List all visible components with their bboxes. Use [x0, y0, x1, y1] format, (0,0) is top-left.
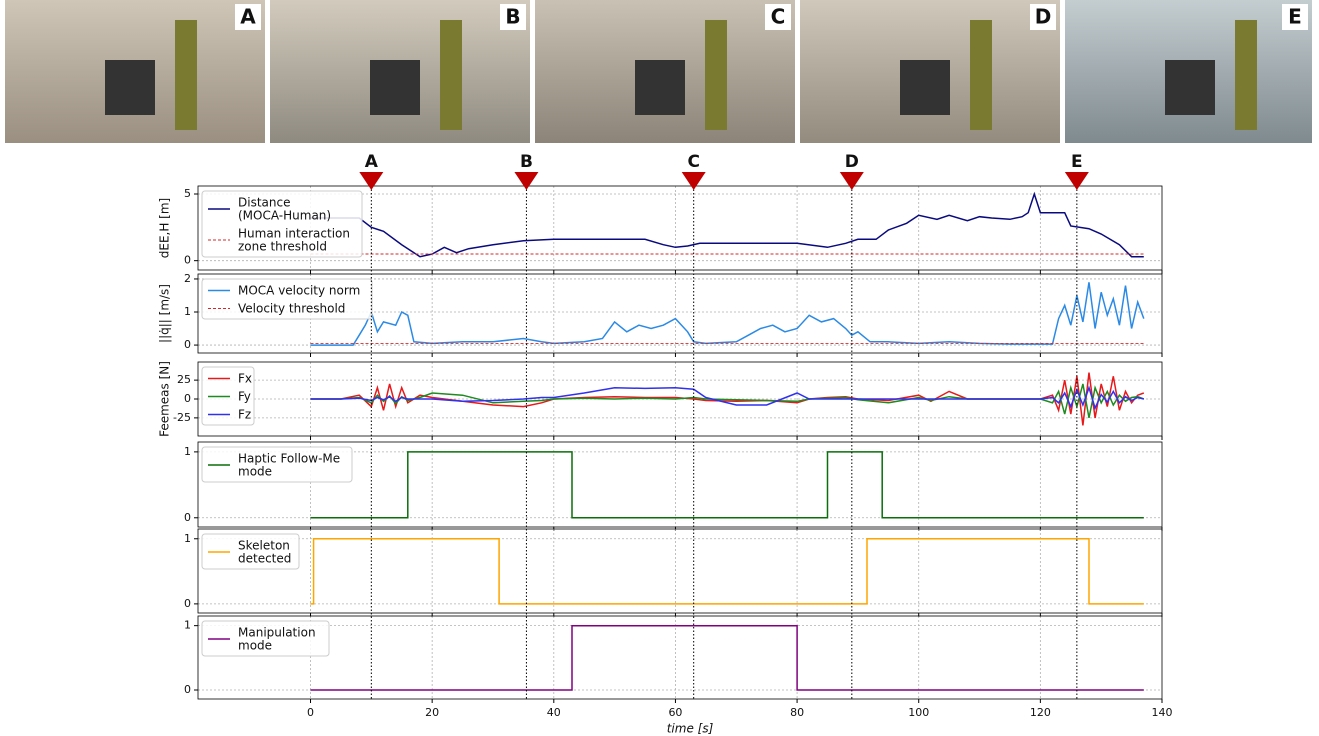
plot-frame — [197, 615, 1163, 700]
photo-label: B — [505, 5, 520, 29]
y-axis-label: Feemeas [N] — [158, 361, 172, 437]
event-label: C — [687, 152, 699, 172]
person — [440, 20, 462, 130]
plot-frame — [197, 273, 1163, 354]
robot — [900, 60, 950, 115]
legend-label: Fz — [238, 407, 251, 421]
label-box — [235, 4, 261, 30]
photo: B — [270, 0, 530, 143]
legend-label: Skeleton detected — [238, 538, 294, 565]
y-tick-label: 0 — [184, 683, 191, 696]
y-axis-label: dEE,H [m] — [158, 198, 172, 259]
photo-label: C — [771, 5, 786, 29]
legend-label: Fx — [238, 371, 252, 385]
y-tick-label: 1 — [184, 532, 191, 545]
y-tick-label: 1 — [184, 445, 191, 458]
data-line — [310, 624, 1144, 691]
legend-label: Fy — [238, 389, 251, 403]
x-axis-label: time [s] — [667, 722, 714, 736]
photo: E — [1065, 0, 1312, 143]
y-tick-label: 1 — [184, 619, 191, 632]
plot-frame — [197, 528, 1163, 614]
photo-label: E — [1288, 5, 1302, 29]
y-tick-label: 25 — [177, 373, 191, 386]
robot — [635, 60, 685, 115]
y-tick-label: 2 — [184, 272, 191, 285]
y-tick-label: 0 — [184, 254, 191, 267]
event-marker — [839, 172, 864, 190]
legend-box — [201, 533, 300, 570]
event-label: B — [520, 152, 533, 172]
photo-label: A — [240, 5, 256, 29]
x-tick-label: 0 — [307, 706, 314, 719]
y-tick-label: 5 — [184, 187, 191, 200]
label-box — [1030, 4, 1056, 30]
y-tick-label: -25 — [173, 411, 191, 424]
label-box — [1282, 4, 1308, 30]
photo: D — [800, 0, 1060, 143]
x-tick-label: 20 — [425, 706, 439, 719]
y-axis-label: ||q̇|| [m/s] — [158, 284, 172, 343]
label-box — [765, 4, 791, 30]
photo: C — [535, 0, 795, 143]
data-line — [310, 538, 1144, 605]
legend-label: Human interaction zone threshold — [238, 226, 354, 253]
plot-frame — [197, 441, 1163, 528]
data-line — [310, 385, 1144, 411]
robot — [370, 60, 420, 115]
y-tick-label: 0 — [184, 511, 191, 524]
photo: A — [5, 0, 265, 143]
person — [705, 20, 727, 130]
event-marker — [359, 172, 384, 190]
plot-frame — [197, 361, 1163, 437]
legend-label: Distance (MOCA-Human) — [238, 195, 331, 222]
legend-label: Manipulation mode — [238, 625, 319, 652]
legend-label: Haptic Follow-Me mode — [238, 451, 344, 478]
legend-box — [201, 278, 373, 320]
data-line — [310, 451, 1144, 519]
event-label: A — [365, 152, 379, 172]
y-tick-label: 0 — [184, 597, 191, 610]
robot — [1165, 60, 1215, 115]
plot-frame — [197, 185, 1163, 271]
legend-box — [201, 620, 330, 657]
legend-box — [201, 190, 363, 258]
x-tick-label: 80 — [790, 706, 804, 719]
x-tick-label: 120 — [1030, 706, 1051, 719]
x-tick-label: 60 — [668, 706, 682, 719]
legend-label: MOCA velocity norm — [238, 283, 360, 297]
x-tick-label: 100 — [908, 706, 929, 719]
legend-label: Velocity threshold — [238, 301, 345, 315]
label-box — [500, 4, 526, 30]
person — [175, 20, 197, 130]
event-label: D — [845, 152, 859, 172]
person — [1235, 20, 1257, 130]
x-tick-label: 140 — [1152, 706, 1173, 719]
event-label: E — [1071, 152, 1083, 172]
x-tick-label: 40 — [547, 706, 561, 719]
data-line — [310, 191, 1144, 258]
event-marker — [1064, 172, 1089, 190]
y-tick-label: 1 — [184, 305, 191, 318]
legend-box — [201, 446, 353, 483]
photo-label: D — [1035, 5, 1052, 29]
robot — [105, 60, 155, 115]
person — [970, 20, 992, 130]
data-line — [310, 282, 1145, 346]
event-marker — [514, 172, 539, 190]
y-tick-label: 0 — [184, 392, 191, 405]
y-tick-label: 0 — [184, 338, 191, 351]
event-marker — [681, 172, 706, 190]
